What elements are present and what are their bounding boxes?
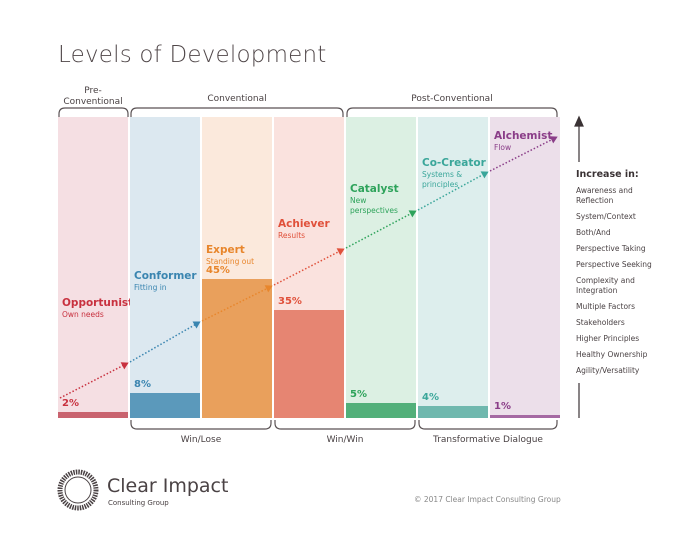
level-percent: 4%: [422, 391, 439, 403]
bracket-win-win: [274, 420, 416, 430]
bracket-conventional: [130, 107, 344, 117]
increase-item: Stakeholders: [576, 318, 625, 327]
level-bar: [274, 309, 344, 418]
level-percent: 8%: [134, 379, 151, 391]
clear-impact-logo-icon: [57, 469, 99, 511]
level-name: Alchemist: [494, 130, 553, 142]
level-percent: 1%: [494, 400, 511, 412]
group-win-lose: Win/Lose: [180, 435, 222, 445]
increase-item: System/Context: [576, 212, 636, 221]
group-transformative-dialogue: Transformative Dialogue: [433, 435, 543, 445]
level-column-alchemist: 1% Alchemist Flow: [490, 117, 560, 418]
progression-arrow: [273, 249, 343, 286]
arrowhead-icon: [120, 362, 129, 370]
level-description: Results: [278, 231, 306, 240]
level-percent: 35%: [278, 295, 302, 307]
level-bar: [202, 278, 272, 418]
level-bar: [346, 402, 416, 418]
group-pre-conventional: Pre- Conventional: [63, 86, 123, 107]
level-bar: [490, 414, 560, 418]
bracket-pre: [58, 107, 129, 117]
logo-subtitle: Consulting Group: [108, 499, 169, 507]
bracket-transformative: [418, 420, 558, 430]
increase-arrow-icon: [574, 115, 584, 418]
level-column-conformer: 8% Conformer Fitting in: [130, 117, 200, 418]
level-percent: 5%: [350, 388, 367, 400]
level-column-catalyst: 5% Catalyst New perspectives: [346, 117, 416, 418]
level-description: New perspectives: [350, 196, 398, 215]
increase-item: Complexity and Integration: [576, 276, 635, 295]
progression-arrow: [201, 286, 271, 322]
level-name: Opportunist: [62, 297, 134, 309]
level-column-opportunist: 2% Opportunist Own needs: [58, 117, 133, 418]
level-name: Achiever: [278, 218, 330, 230]
group-win-win: Win/Win: [326, 435, 364, 445]
increase-item: Healthy Ownership: [576, 350, 648, 359]
progression-arrow: [59, 363, 127, 399]
increase-item: Perspective Taking: [576, 244, 646, 253]
progression-arrow: [345, 211, 415, 249]
level-description: Standing out: [206, 257, 255, 266]
copyright: © 2017 Clear Impact Consulting Group: [414, 495, 561, 504]
progression-arrow: [489, 137, 556, 172]
level-bar: [130, 393, 200, 418]
page-title: Levels of Development: [58, 42, 327, 68]
level-name: Expert: [206, 244, 245, 256]
level-description: Fitting in: [134, 283, 167, 292]
group-conventional: Conventional: [207, 94, 267, 104]
arrowhead-icon: [408, 210, 417, 218]
increase-item: Perspective Seeking: [576, 260, 652, 269]
level-percent: 2%: [62, 397, 79, 409]
level-description: Flow: [494, 143, 512, 152]
increase-item: Awareness and Reflection: [576, 186, 633, 205]
bracket-win-lose: [130, 420, 272, 430]
level-name: Conformer: [134, 270, 197, 282]
level-percent: 45%: [206, 264, 230, 276]
level-name: Catalyst: [350, 183, 399, 195]
level-description: Systems & principles: [422, 170, 463, 189]
group-post-conventional: Post-Conventional: [411, 94, 493, 104]
arrowhead-icon: [192, 321, 201, 329]
level-column-expert: 45% Expert Standing out: [202, 117, 272, 418]
arrowhead-icon: [480, 171, 489, 179]
increase-item: Multiple Factors: [576, 302, 636, 311]
arrowhead-icon: [336, 248, 345, 256]
logo-name: Clear Impact: [107, 475, 229, 497]
level-column-co-creator: 4% Co-Creator Systems & principles: [418, 117, 488, 418]
increase-item: Both/And: [576, 228, 611, 237]
increase-item: Higher Principles: [576, 334, 640, 343]
arrowhead-icon: [264, 285, 273, 293]
level-bar: [58, 411, 128, 418]
level-name: Co-Creator: [422, 157, 486, 169]
arrowhead-icon: [549, 136, 558, 144]
increase-heading: Increase in:: [576, 169, 639, 180]
bracket-post: [346, 107, 558, 117]
increase-item: Agility/Versatility: [576, 366, 640, 375]
level-bar: [418, 405, 488, 418]
progression-arrow: [417, 172, 487, 211]
level-description: Own needs: [62, 310, 104, 319]
progression-arrow: [129, 322, 199, 363]
